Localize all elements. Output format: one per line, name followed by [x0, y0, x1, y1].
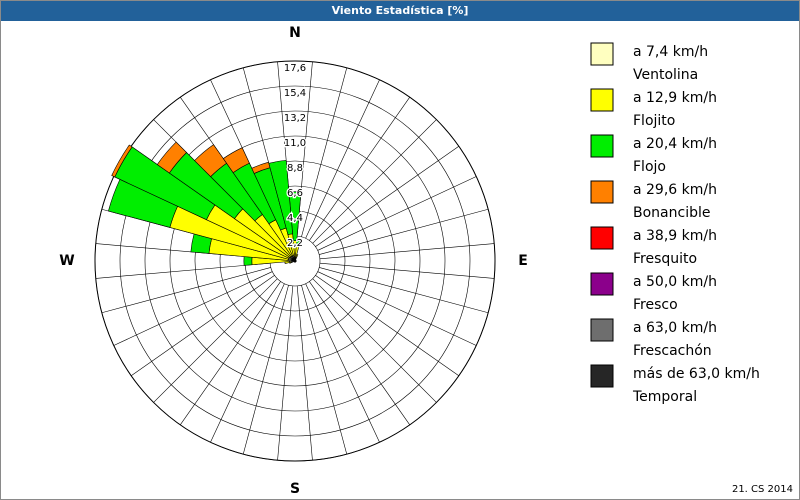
spoke — [305, 79, 380, 239]
legend-description: Frescachón — [633, 343, 712, 359]
direction-label: N — [289, 25, 301, 41]
footer: 21. CS 2014 — [731, 484, 793, 495]
direction-label: S — [290, 481, 300, 497]
legend-swatch — [590, 226, 614, 250]
legend-description: Fresco — [633, 297, 678, 313]
spoke — [309, 281, 410, 426]
legend-label: más de 63,0 km/h — [633, 366, 760, 382]
legend-description: Temporal — [632, 389, 697, 405]
spoke — [319, 208, 489, 255]
legend-description: Flojo — [633, 159, 666, 175]
spoke — [319, 267, 489, 314]
legend-swatch — [590, 134, 614, 158]
wedge — [222, 147, 250, 173]
legend-swatch — [590, 88, 614, 112]
grid-ring — [169, 135, 421, 387]
radial-tick-label: 13,2 — [284, 113, 306, 124]
direction-label: E — [518, 253, 528, 269]
radial-tick-label: 11,0 — [284, 138, 306, 149]
radial-tick-label: 2,2 — [287, 238, 303, 249]
legend-label: a 63,0 km/h — [633, 320, 717, 336]
radial-tick-label: 8,8 — [287, 163, 303, 174]
radial-tick-label: 17,6 — [284, 63, 306, 74]
direction-label: W — [59, 253, 74, 269]
wedge — [268, 159, 293, 236]
radial-tick-label: 15,4 — [284, 88, 306, 99]
radial-tick-label: 6,6 — [287, 188, 303, 199]
grid-ring — [219, 185, 371, 337]
legend-description: Ventolina — [633, 67, 698, 83]
legend-label: a 7,4 km/h — [633, 44, 708, 60]
spoke — [153, 278, 278, 403]
spoke — [319, 262, 495, 279]
legend-swatch — [590, 272, 614, 296]
spoke — [113, 271, 273, 346]
wedge — [111, 144, 133, 178]
spoke — [130, 275, 275, 376]
spoke — [180, 281, 281, 426]
legend-swatch — [590, 180, 614, 204]
wedge — [156, 141, 187, 174]
legend-description: Fresquito — [633, 251, 697, 267]
wedge — [295, 254, 299, 260]
spoke — [301, 67, 348, 237]
legend-label: a 50,0 km/h — [633, 274, 717, 290]
spoke — [296, 285, 313, 461]
grid-ring — [194, 160, 396, 362]
chart: 2,2 4,4 6,6 8,8 11,0 13,2 15,4 17,6 N E S Wa 7,4 km… — [59, 25, 760, 497]
spoke — [312, 119, 437, 244]
grid-ring — [94, 60, 496, 462]
wedge — [295, 240, 301, 248]
radial-tick-label: 4,4 — [287, 213, 303, 224]
spoke — [277, 285, 294, 461]
spoke — [210, 283, 285, 443]
spoke — [312, 278, 437, 403]
legend-description: Flojito — [633, 113, 675, 129]
legend-swatch — [590, 364, 614, 388]
wedge — [243, 256, 253, 266]
spoke — [301, 285, 348, 455]
legend-swatch — [590, 42, 614, 66]
spoke — [101, 267, 271, 314]
grid-ring — [144, 110, 446, 412]
spoke — [242, 285, 289, 455]
spoke — [315, 275, 460, 376]
legend-label: a 38,9 km/h — [633, 228, 717, 244]
legend-description: Bonancible — [633, 205, 710, 221]
spoke — [319, 243, 495, 260]
legend-label: a 12,9 km/h — [633, 90, 717, 106]
spoke — [95, 262, 271, 279]
legend-label: a 29,6 km/h — [633, 182, 717, 198]
legend-label: a 20,4 km/h — [633, 136, 717, 152]
grid-ring — [119, 85, 471, 437]
spoke — [317, 271, 477, 346]
spoke — [309, 96, 410, 241]
spoke — [317, 176, 477, 251]
spoke — [305, 283, 380, 443]
title-bar: Viento Estadística [%] — [1, 1, 799, 21]
legend-swatch — [590, 318, 614, 342]
spoke — [315, 146, 460, 247]
